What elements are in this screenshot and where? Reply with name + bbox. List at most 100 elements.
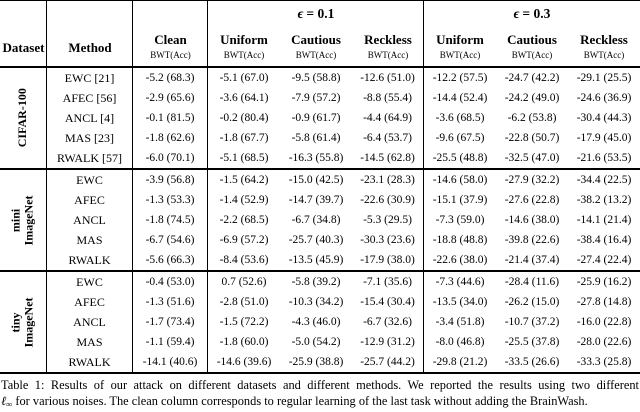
dataset-label-line: mini — [10, 195, 23, 245]
cautious-01-value-cell: -4.3 (46.0) — [280, 312, 352, 332]
reckless-03-value-cell: -27.8 (14.8) — [568, 292, 640, 312]
uniform-03-value-cell: -7.3 (59.0) — [424, 210, 496, 230]
group-rows: EWC -3.9 (56.8) -1.5 (64.2) -15.0 (42.5)… — [47, 170, 640, 270]
uniform-01-value-cell: -14.6 (39.6) — [208, 352, 280, 372]
table-row: EWC [21] -5.2 (68.3) -5.1 (67.0) -9.5 (5… — [47, 68, 640, 88]
bwt-acc-sublabel: BWT(Acc) — [208, 48, 280, 64]
table-row: EWC -3.9 (56.8) -1.5 (64.2) -15.0 (42.5)… — [47, 170, 640, 190]
cautious-03-value-cell: -24.2 (49.0) — [496, 88, 568, 108]
uniform-01-value-cell: 0.7 (52.6) — [208, 272, 280, 292]
cautious-01-value-cell: -10.3 (34.2) — [280, 292, 352, 312]
reckless-03-value-cell: -16.0 (22.8) — [568, 312, 640, 332]
method-cell: ANCL — [47, 210, 133, 230]
cautious-01-column-header: Cautious — [280, 27, 352, 48]
reckless-01-column-header: Reckless — [352, 27, 424, 48]
table-row: ANCL -1.7 (73.4) -1.5 (72.2) -4.3 (46.0)… — [47, 312, 640, 332]
caption-line-2-text: for various noises. The clean column cor… — [15, 394, 587, 408]
cautious-03-value-cell: -26.2 (15.0) — [496, 292, 568, 312]
clean-value-cell: -5.6 (66.3) — [133, 250, 208, 270]
table-row: ANCL [4] -0.1 (81.5) -0.2 (80.4) -0.9 (6… — [47, 108, 640, 128]
uniform-01-value-cell: -2.8 (51.0) — [208, 292, 280, 312]
clean-value-cell: -2.9 (65.6) — [133, 88, 208, 108]
group-cifar-100: CIFAR-100 EWC [21] -5.2 (68.3) -5.1 (67.… — [0, 68, 640, 168]
clean-value-cell: -0.1 (81.5) — [133, 108, 208, 128]
cautious-01-value-cell: -5.8 (39.2) — [280, 272, 352, 292]
table-row: RWALK -14.1 (40.6) -14.6 (39.6) -25.9 (3… — [47, 352, 640, 372]
clean-value-cell: -3.9 (56.8) — [133, 170, 208, 190]
uniform-03-value-cell: -25.5 (48.8) — [424, 148, 496, 168]
reckless-01-value-cell: -7.1 (35.6) — [352, 272, 424, 292]
method-cell: MAS — [47, 230, 133, 250]
column-divider — [423, 1, 424, 66]
table-row: MAS -6.7 (54.6) -6.9 (57.2) -25.7 (40.3)… — [47, 230, 640, 250]
reckless-03-value-cell: -27.4 (22.4) — [568, 250, 640, 270]
clean-value-cell: -1.1 (59.4) — [133, 332, 208, 352]
reckless-01-value-cell: -8.8 (55.4) — [352, 88, 424, 108]
method-cell: ANCL — [47, 312, 133, 332]
reckless-01-value-cell: -25.7 (44.2) — [352, 352, 424, 372]
reckless-03-value-cell: -24.6 (36.9) — [568, 88, 640, 108]
table-header: ϵ= 0.1 ϵ= 0.3 Dataset Method Clean Unifo… — [0, 1, 640, 66]
caption-line-2: ℓ∞ for various noises. The clean column … — [1, 394, 639, 412]
clean-value-cell: -1.8 (62.6) — [133, 128, 208, 148]
dataset-label-text: CIFAR-100 — [16, 88, 29, 147]
cautious-01-value-cell: -15.0 (42.5) — [280, 170, 352, 190]
method-cell: AFEC [56] — [47, 88, 133, 108]
dataset-label-line: ImageNet — [23, 297, 36, 347]
method-cell: MAS — [47, 332, 133, 352]
reckless-03-value-cell: -29.1 (25.5) — [568, 68, 640, 88]
cautious-01-value-cell: -25.7 (40.3) — [280, 230, 352, 250]
cautious-01-value-cell: -13.5 (45.9) — [280, 250, 352, 270]
cautious-03-value-cell: -10.7 (37.2) — [496, 312, 568, 332]
uniform-01-value-cell: -1.5 (72.2) — [208, 312, 280, 332]
reckless-01-value-cell: -6.4 (53.7) — [352, 128, 424, 148]
reckless-01-value-cell: -15.4 (30.4) — [352, 292, 424, 312]
reckless-03-value-cell: -25.9 (16.2) — [568, 272, 640, 292]
reckless-01-value-cell: -6.7 (32.6) — [352, 312, 424, 332]
reckless-01-value-cell: -22.6 (30.9) — [352, 190, 424, 210]
uniform-03-value-cell: -29.8 (21.2) — [424, 352, 496, 372]
cautious-03-value-cell: -39.8 (22.6) — [496, 230, 568, 250]
cautious-03-value-cell: -28.4 (11.6) — [496, 272, 568, 292]
cautious-03-value-cell: -6.2 (53.8) — [496, 108, 568, 128]
reckless-03-value-cell: -33.3 (25.8) — [568, 352, 640, 372]
method-cell: AFEC — [47, 292, 133, 312]
table-row: MAS [23] -1.8 (62.6) -1.8 (67.7) -5.8 (6… — [47, 128, 640, 148]
clean-column-header: Clean — [133, 27, 208, 48]
uniform-03-value-cell: -12.2 (57.5) — [424, 68, 496, 88]
clean-value-cell: -6.0 (70.1) — [133, 148, 208, 168]
epsilon-symbol: ϵ — [514, 6, 520, 22]
reckless-01-value-cell: -12.9 (31.2) — [352, 332, 424, 352]
caption-line-1: Table 1: Results of our attack on differ… — [1, 378, 639, 394]
method-column-header: Method — [47, 27, 133, 64]
group-rows: EWC -0.4 (53.0) 0.7 (52.6) -5.8 (39.2) -… — [47, 272, 640, 372]
group-rows: EWC [21] -5.2 (68.3) -5.1 (67.0) -9.5 (5… — [47, 68, 640, 168]
uniform-01-value-cell: -5.1 (68.5) — [208, 148, 280, 168]
uniform-01-value-cell: -2.2 (68.5) — [208, 210, 280, 230]
reckless-03-value-cell: -38.4 (16.4) — [568, 230, 640, 250]
column-divider — [46, 1, 47, 66]
method-cell: RWALK — [47, 352, 133, 372]
bwt-acc-sublabel: BWT(Acc) — [568, 48, 640, 64]
epsilon-01-value: = 0.1 — [306, 6, 334, 22]
table-row: EWC -0.4 (53.0) 0.7 (52.6) -5.8 (39.2) -… — [47, 272, 640, 292]
uniform-03-column-header: Uniform — [424, 27, 496, 48]
bwt-acc-sublabel: BWT(Acc) — [496, 48, 568, 64]
cautious-01-value-cell: -16.3 (55.8) — [280, 148, 352, 168]
reckless-01-value-cell: -17.9 (38.0) — [352, 250, 424, 270]
cautious-03-value-cell: -25.5 (37.8) — [496, 332, 568, 352]
uniform-01-value-cell: -5.1 (67.0) — [208, 68, 280, 88]
table-row: MAS -1.1 (59.4) -1.8 (60.0) -5.0 (54.2) … — [47, 332, 640, 352]
method-cell: EWC [21] — [47, 68, 133, 88]
method-cell: AFEC — [47, 190, 133, 210]
dataset-label-cifar-100: CIFAR-100 — [0, 68, 47, 168]
reckless-03-value-cell: -28.0 (22.6) — [568, 332, 640, 352]
reckless-03-value-cell: -30.4 (44.3) — [568, 108, 640, 128]
clean-value-cell: -1.3 (53.3) — [133, 190, 208, 210]
table-row: ANCL -1.8 (74.5) -2.2 (68.5) -6.7 (34.8)… — [47, 210, 640, 230]
